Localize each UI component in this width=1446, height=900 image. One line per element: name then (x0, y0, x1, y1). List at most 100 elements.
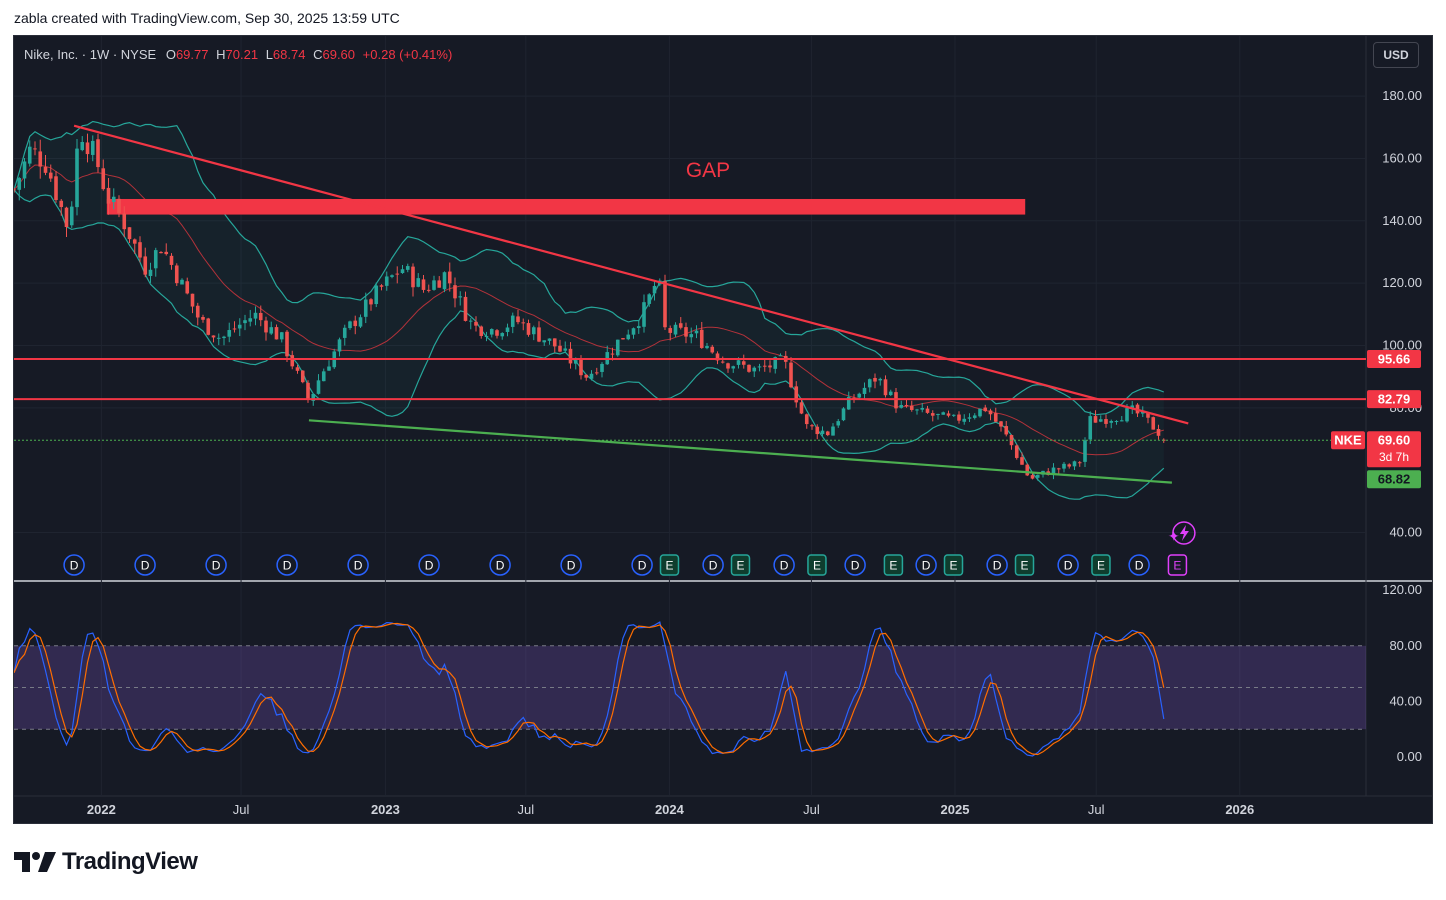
lightning-bolt (1179, 525, 1189, 541)
symbol-title[interactable]: Nike, Inc. · 1W · NYSE (24, 47, 157, 62)
low-value: 68.74 (272, 47, 306, 62)
candle-body (64, 207, 69, 228)
candle-body (90, 140, 95, 155)
last-price-label: 69.60 (1378, 433, 1411, 448)
earnings-marker (1091, 554, 1111, 576)
candle-body (222, 336, 226, 339)
dividend-marker (1057, 554, 1079, 576)
gap-zone (106, 198, 1026, 215)
candle-body (279, 332, 284, 340)
candle-body (1025, 464, 1030, 476)
candle-body (678, 323, 683, 328)
candle-body (14, 189, 16, 191)
earnings-glyph: E (736, 559, 744, 573)
candle-body (867, 379, 872, 388)
dividend-glyph: D (212, 559, 221, 573)
candle-body (479, 326, 484, 336)
low-label: L (265, 47, 273, 62)
close-value: 69.60 (322, 47, 356, 62)
candle-body (489, 329, 494, 335)
countdown-label: 3d 7h (1379, 450, 1409, 464)
price-tick-label: 40.00 (1389, 525, 1422, 540)
candle-body (841, 408, 846, 421)
currency-button[interactable]: USD (1373, 42, 1419, 68)
candle-body (978, 408, 982, 417)
candle-body (925, 408, 930, 413)
candle-body (957, 414, 961, 421)
candle-body (75, 148, 79, 208)
dividend-marker (489, 554, 511, 576)
candle-body (878, 378, 883, 381)
candle-body (689, 334, 694, 338)
candle-body (558, 345, 562, 352)
time-tick-label: Jul (518, 802, 535, 817)
candle-body (101, 168, 106, 190)
candle-body (484, 336, 489, 338)
chart-area[interactable]: GAP D D D D D D D D D D D D D D D D E E E E E E E E ✦ 180.00 160.00… (13, 35, 1433, 824)
candle-body (22, 161, 27, 179)
candle-body (726, 363, 730, 369)
candle-body (174, 265, 179, 284)
dividend-marker (844, 554, 866, 576)
candle-body (400, 269, 405, 274)
dividend-glyph: D (354, 559, 363, 573)
earnings-marker (1014, 554, 1035, 576)
candle-body (615, 339, 620, 356)
candle-body (458, 296, 463, 298)
candle-body (715, 353, 720, 361)
candle-body (757, 366, 762, 368)
candle-body (143, 256, 148, 275)
candle-body (211, 335, 216, 338)
tradingview-logo[interactable]: TradingView (14, 848, 198, 876)
time-tick-label: Jul (803, 802, 820, 817)
candle-body (17, 178, 22, 190)
candle-body (48, 172, 53, 179)
candle-body (1035, 474, 1040, 478)
level-82-79-label: 82.79 (1378, 392, 1411, 407)
symbol-tag: NKE (1334, 433, 1362, 448)
candle-body (1014, 445, 1019, 458)
time-tick-label: 2024 (655, 802, 685, 817)
candle-body (962, 418, 967, 422)
candle-body (453, 285, 457, 299)
candle-body (468, 320, 473, 322)
candle-body (915, 409, 919, 411)
earnings-marker (883, 554, 904, 576)
dividend-glyph: D (922, 559, 931, 573)
candle-body (153, 250, 158, 269)
candle-body (568, 348, 573, 364)
chart-attribution: zabla created with TradingView.com, Sep … (14, 10, 400, 26)
candle-body (411, 266, 415, 288)
oscillator-pane (14, 621, 1366, 757)
candle-body (668, 328, 673, 333)
candle-body (736, 360, 741, 365)
candle-body (936, 413, 940, 415)
dividend-marker (702, 554, 724, 576)
last-price-bg (1367, 431, 1421, 468)
candle-body (888, 391, 893, 396)
candle-body (631, 328, 636, 335)
dividend-glyph: D (496, 559, 505, 573)
candle-body (930, 413, 935, 416)
candle-body (232, 328, 237, 330)
candle-body (300, 370, 305, 383)
candle-body (500, 333, 505, 337)
candle-body (883, 379, 888, 396)
candle-body (894, 392, 898, 409)
chart-canvas[interactable]: GAP D D D D D D D D D D D D D D D D E E E E E E E E ✦ 180.00 160.00… (14, 36, 1432, 823)
candle-body (237, 324, 242, 329)
candle-body (327, 366, 331, 371)
level-95-66-label: 95.66 (1378, 352, 1411, 367)
candle-body (747, 364, 751, 372)
candle-body (752, 367, 757, 372)
resistance-trendline (73, 124, 1189, 425)
candle-body (741, 361, 746, 365)
candle-body (999, 421, 1003, 427)
candle-body (762, 365, 767, 367)
candle-body (673, 324, 678, 335)
candle-body (437, 280, 442, 288)
high-value: 70.21 (225, 47, 259, 62)
earnings-marker (943, 554, 964, 576)
dividend-marker (986, 554, 1008, 576)
candle-body (810, 425, 814, 427)
